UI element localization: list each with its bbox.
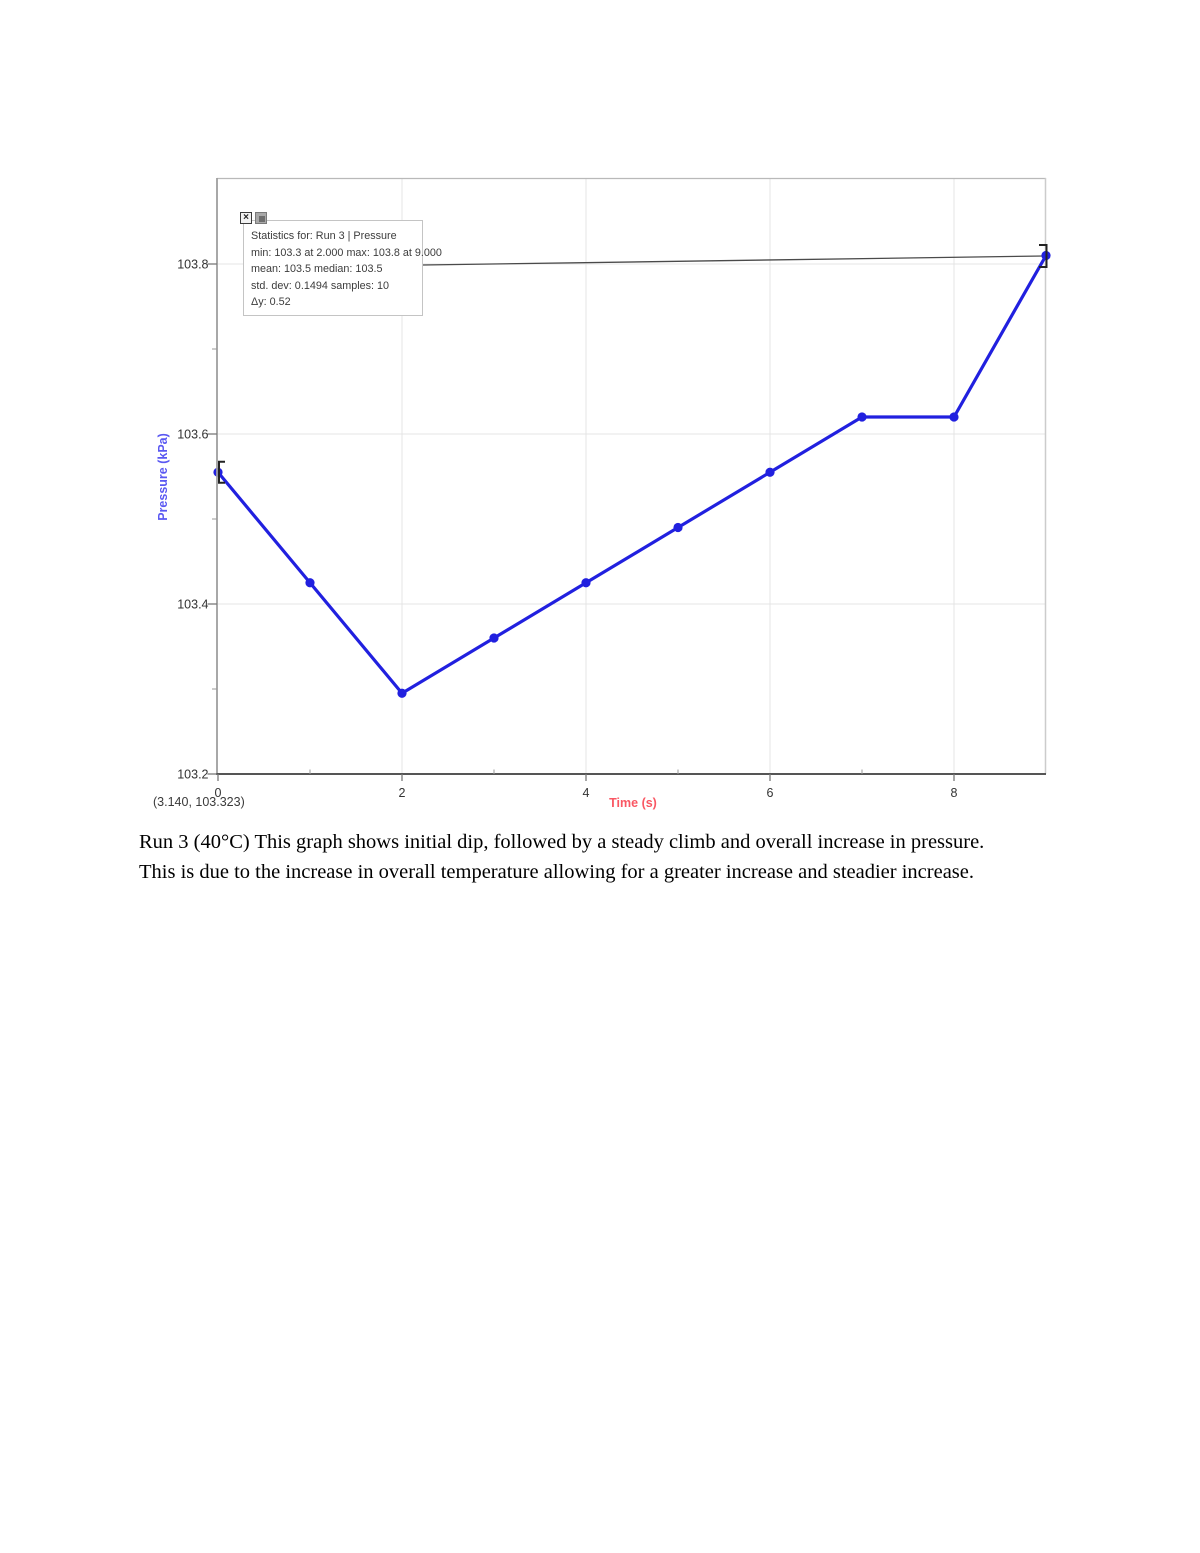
data-point-marker bbox=[397, 688, 407, 698]
y-tick-label: 103.4 bbox=[177, 597, 208, 611]
stats-mean-median: mean: 103.5 median: 103.5 bbox=[251, 263, 383, 275]
y-axis-label: Pressure (kPa) bbox=[156, 433, 170, 521]
y-tick-label: 103.8 bbox=[177, 257, 208, 271]
statistics-box: Statistics for: Run 3 | Pressure min: 10… bbox=[243, 220, 442, 316]
caption-line-1: Run 3 (40°C) This graph shows initial di… bbox=[139, 831, 985, 853]
x-tick-label: 8 bbox=[951, 786, 958, 800]
stats-panel-icon[interactable] bbox=[255, 212, 267, 224]
data-point-marker bbox=[489, 633, 499, 643]
data-point-marker bbox=[673, 522, 683, 533]
stats-title: Statistics for: Run 3 | Pressure bbox=[251, 230, 397, 242]
y-tick-label: 103.2 bbox=[177, 767, 208, 781]
close-icon[interactable]: × bbox=[240, 212, 252, 224]
stats-stddev-samples: std. dev: 0.1494 samples: 10 bbox=[251, 279, 390, 292]
data-point-marker bbox=[581, 578, 591, 588]
caption-line-2: This is due to the increase in overall t… bbox=[139, 860, 974, 883]
stats-min-max: min: 103.3 at 2.000 max: 103.8 at 9.000 bbox=[251, 246, 442, 259]
x-axis-label: Time (s) bbox=[609, 796, 657, 810]
selection-end-bracket bbox=[1039, 244, 1048, 268]
data-point-marker bbox=[949, 412, 959, 422]
figure-caption: Run 3 (40°C) This graph shows initial di… bbox=[139, 828, 1044, 887]
stats-delta-y: Δy: 0.52 bbox=[251, 296, 291, 308]
cursor-coordinates: (3.140, 103.323) bbox=[153, 795, 245, 809]
x-tick-label: 6 bbox=[767, 786, 774, 800]
stats-box-toolbar: × bbox=[240, 212, 267, 224]
y-tick-label: 103.6 bbox=[177, 427, 208, 441]
x-tick-label: 0 bbox=[215, 786, 222, 800]
x-tick-label: 4 bbox=[583, 786, 590, 800]
x-tick-label: 2 bbox=[399, 786, 406, 800]
pressure-time-chart: 103.8 103.6 103.4 103.2 0 2 4 6 8 Pressure (kPa)… bbox=[153, 177, 1051, 810]
pressure-line bbox=[216, 254, 1048, 695]
chart-canvas: 103.8 103.6 103.4 103.2 0 2 4 6 8 bbox=[177, 177, 1051, 800]
stats-range-line bbox=[422, 255, 1045, 266]
data-point-marker bbox=[857, 412, 867, 422]
data-point-marker bbox=[305, 578, 315, 588]
data-point-marker bbox=[765, 467, 775, 477]
selection-start-bracket bbox=[218, 460, 225, 484]
